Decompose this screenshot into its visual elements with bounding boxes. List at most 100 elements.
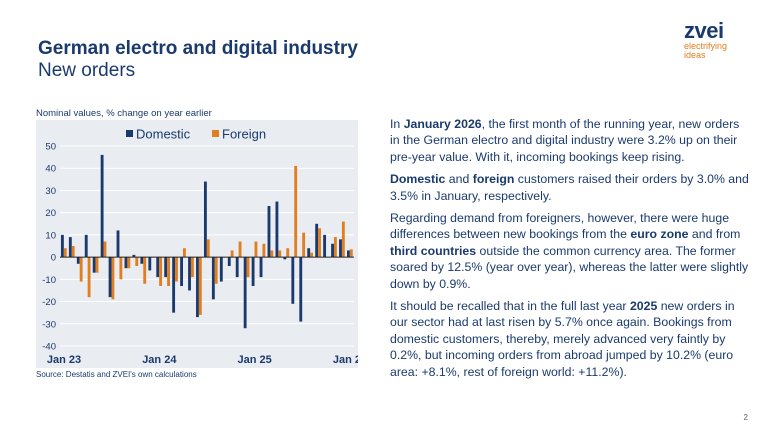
bar-domestic-26 <box>267 206 271 258</box>
text-run: Regarding demand from foreigners, howeve… <box>390 211 730 242</box>
bar-foreign-31 <box>310 252 313 258</box>
bar-foreign-1 <box>71 246 75 258</box>
legend-swatch-domestic <box>126 130 133 137</box>
bar-domestic-10 <box>140 257 144 264</box>
bar-domestic-17 <box>196 257 199 318</box>
bar-foreign-15 <box>183 248 186 258</box>
bar-foreign-21 <box>230 250 234 258</box>
bar-domestic-9 <box>132 254 136 258</box>
y-tick-label: 40 <box>45 164 56 175</box>
bar-foreign-27 <box>278 250 282 258</box>
legend-label-domestic: Domestic <box>136 127 191 142</box>
bar-domestic-11 <box>148 257 152 271</box>
bar-foreign-12 <box>159 257 163 286</box>
bar-domestic-33 <box>323 234 327 258</box>
y-tick-label: -40 <box>42 342 56 353</box>
paragraph-4: It should be recalled that in the full l… <box>390 298 750 380</box>
bar-foreign-19 <box>214 257 218 284</box>
bar-domestic-25 <box>259 257 263 278</box>
bar-domestic-14 <box>172 257 176 313</box>
y-tick-label: -30 <box>42 319 56 330</box>
bar-foreign-30 <box>302 232 306 258</box>
bar-foreign-26 <box>270 250 274 258</box>
bar-foreign-14 <box>175 257 178 282</box>
paragraph-2: Domestic and foreign customers raised th… <box>390 171 750 204</box>
bar-domestic-24 <box>251 257 255 286</box>
bar-foreign-13 <box>167 257 170 286</box>
bar-domestic-18 <box>203 181 207 258</box>
bar-foreign-36 <box>349 249 353 258</box>
emphasis: January 2026 <box>403 117 482 131</box>
x-tick-label: Jan 23 <box>47 354 81 366</box>
bar-foreign-2 <box>79 257 83 282</box>
bar-domestic-32 <box>315 223 319 258</box>
bar-domestic-36 <box>347 250 350 258</box>
bar-domestic-30 <box>299 257 303 322</box>
text-run: customers raised their orders by 3.0% an… <box>390 172 749 203</box>
bar-foreign-4 <box>95 257 99 273</box>
text-run: It should be recalled that in the full l… <box>390 299 630 314</box>
y-tick-label: 0 <box>51 253 56 264</box>
bar-foreign-7 <box>119 257 123 280</box>
y-tick-label: -20 <box>42 297 56 308</box>
bar-foreign-18 <box>206 239 210 258</box>
x-tick-label: Jan 24 <box>142 354 177 366</box>
bar-foreign-34 <box>333 237 337 258</box>
bar-domestic-22 <box>235 257 239 278</box>
bar-foreign-16 <box>190 257 194 278</box>
bar-foreign-8 <box>127 257 131 269</box>
bar-foreign-5 <box>103 241 107 258</box>
text-run: , the first month of the running year, n… <box>390 117 740 164</box>
chart-note: Nominal values, % change on year earlier <box>36 108 212 119</box>
bar-foreign-23 <box>246 257 250 278</box>
bar-foreign-10 <box>143 257 147 284</box>
bar-foreign-22 <box>238 241 242 258</box>
legend-label-foreign: Foreign <box>222 127 266 142</box>
bar-domestic-12 <box>156 257 160 278</box>
bar-domestic-21 <box>227 257 231 266</box>
bar-foreign-35 <box>341 221 345 258</box>
bar-domestic-16 <box>188 257 191 291</box>
emphasis: foreign <box>472 172 515 187</box>
y-tick-label: -10 <box>42 275 56 286</box>
text-run: outside the common currency area. The fo… <box>390 243 749 291</box>
bar-domestic-6 <box>108 257 112 298</box>
x-tick-label: Jan 26 <box>333 354 358 366</box>
zvei-logo: zvei electrifying ideas <box>684 18 728 60</box>
emphasis: 2025 <box>629 299 658 314</box>
bar-domestic-34 <box>331 243 334 258</box>
bar-foreign-3 <box>87 257 91 298</box>
text-run: In <box>390 117 404 131</box>
bar-domestic-31 <box>307 248 311 258</box>
source-note: Source: Destatis and ZVEI's own calculat… <box>36 370 197 379</box>
bar-domestic-5 <box>100 154 104 258</box>
bar-domestic-2 <box>76 257 80 264</box>
text-run: new orders in our sector had at last ris… <box>390 299 735 379</box>
emphasis: euro zone <box>630 227 689 242</box>
bar-domestic-20 <box>219 257 223 282</box>
bar-domestic-28 <box>283 257 287 260</box>
bar-foreign-24 <box>254 241 258 258</box>
commentary: In January 2026, the first month of the … <box>390 116 750 386</box>
bar-domestic-35 <box>339 239 342 258</box>
title-sub: New orders <box>38 60 136 81</box>
bar-domestic-3 <box>84 234 88 258</box>
bar-foreign-9 <box>135 257 139 266</box>
bar-foreign-25 <box>262 243 266 258</box>
bar-domestic-23 <box>243 257 247 329</box>
bar-domestic-7 <box>116 230 120 258</box>
bar-domestic-29 <box>291 257 295 304</box>
x-tick-label: Jan 25 <box>238 354 272 366</box>
y-tick-label: 20 <box>45 208 56 219</box>
y-tick-label: 50 <box>45 142 56 153</box>
bar-foreign-17 <box>198 257 202 315</box>
bar-foreign-32 <box>318 228 321 258</box>
bar-foreign-6 <box>111 257 115 300</box>
bar-domestic-0 <box>60 234 64 258</box>
emphasis: third countries <box>390 243 477 258</box>
paragraph-3: Regarding demand from foreigners, howeve… <box>390 210 750 292</box>
bar-foreign-28 <box>286 248 290 258</box>
y-tick-label: 10 <box>45 230 56 241</box>
page-number: 2 <box>743 413 748 422</box>
